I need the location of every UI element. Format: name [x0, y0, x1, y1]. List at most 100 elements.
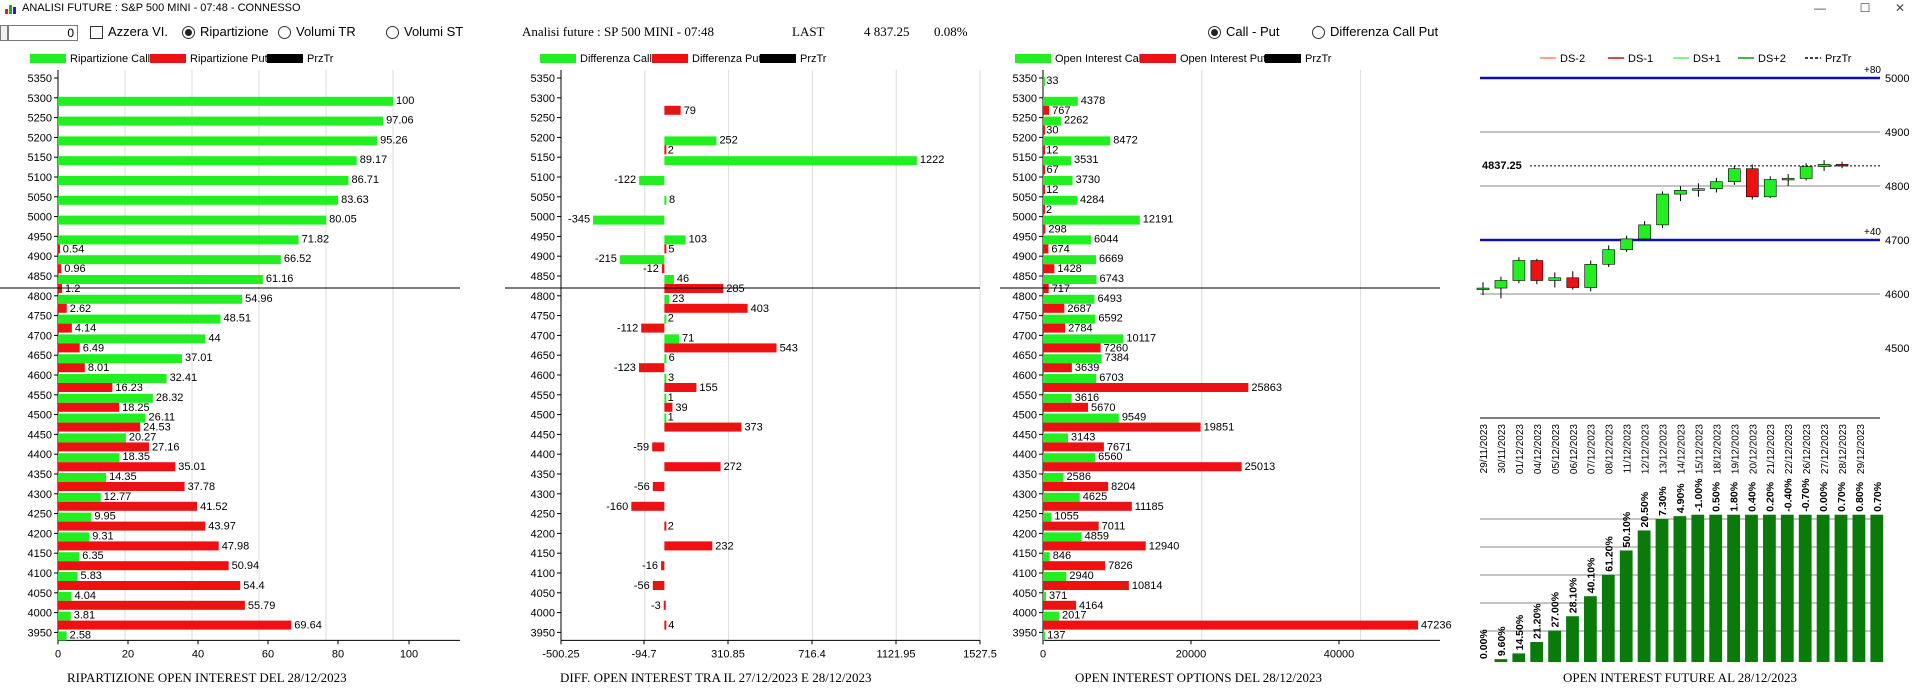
- strike-label: 4250: [531, 509, 555, 521]
- put-bar: [664, 343, 777, 353]
- radio-volumi-st[interactable]: [386, 26, 399, 39]
- strike-label: 4700: [531, 330, 555, 342]
- spinner-handle[interactable]: [0, 25, 8, 41]
- put-bar: [1043, 501, 1132, 511]
- oi-future-bar: [1619, 550, 1633, 662]
- strike-label: 5050: [531, 192, 555, 204]
- oi-future-bar: [1548, 630, 1561, 662]
- call-value-label: 5.83: [81, 570, 102, 582]
- call-value-label: 95.26: [380, 134, 408, 146]
- call-bar: [1043, 77, 1045, 86]
- call-bar: [664, 413, 667, 423]
- call-value-label: 10117: [1126, 332, 1156, 344]
- put-value-label: 8204: [1111, 481, 1135, 493]
- azzera-checkbox[interactable]: [90, 26, 103, 39]
- oi-future-label: 0.80%: [1854, 481, 1866, 511]
- strike-label: 4050: [531, 588, 555, 600]
- put-bar: [1043, 541, 1146, 551]
- call-value-label: 18.35: [122, 451, 150, 463]
- level-label-upper: +80: [1864, 65, 1881, 76]
- call-bar: [1043, 334, 1124, 344]
- caption-ripartizione: RIPARTIZIONE OPEN INTEREST DEL 28/12/202…: [67, 670, 347, 685]
- strike-label: 5100: [531, 172, 555, 184]
- call-value-label: 20.27: [129, 431, 157, 443]
- oi-future-bar: [1763, 514, 1776, 662]
- oi-future-label: 0.70%: [1872, 481, 1884, 511]
- oi-future-bar: [1566, 616, 1579, 662]
- azzera-label: Azzera VI.: [108, 24, 168, 39]
- maximize-button[interactable]: ☐: [1859, 1, 1871, 15]
- call-bar: [1043, 433, 1068, 443]
- put-value-label: 2.62: [70, 303, 91, 315]
- header-title: Analisi future : SP 500 MINI - 07:48: [522, 24, 714, 39]
- call-bar: [1043, 314, 1096, 324]
- put-value-label: 25863: [1251, 382, 1282, 394]
- call-bar: [58, 136, 378, 146]
- legend-swatch: [760, 54, 796, 63]
- close-button[interactable]: ✕: [1894, 1, 1906, 15]
- oi-future-bar: [1834, 514, 1848, 662]
- call-bar: [58, 156, 357, 166]
- call-value-label: 4859: [1085, 530, 1109, 542]
- candle-body: [1674, 190, 1687, 195]
- call-bar: [664, 275, 674, 284]
- put-bar: [661, 561, 665, 571]
- minimize-button[interactable]: —: [1814, 1, 1826, 15]
- strike-label: 4850: [28, 271, 52, 283]
- put-value-label: 27.16: [152, 441, 180, 453]
- put-value-label: 4.14: [75, 323, 96, 335]
- strike-label: 4750: [1013, 311, 1037, 323]
- candle-body: [1710, 181, 1723, 189]
- put-bar: [58, 541, 219, 551]
- numeric-input[interactable]: 0: [8, 25, 78, 41]
- strike-label: 5200: [1013, 132, 1037, 144]
- strike-label: 4550: [1013, 390, 1037, 402]
- put-bar: [58, 521, 206, 531]
- strike-label: 4100: [531, 568, 555, 580]
- call-bar: [1043, 176, 1073, 185]
- candle-body: [1512, 260, 1526, 281]
- call-value-label: 23: [672, 293, 684, 305]
- strike-label: 5100: [28, 172, 52, 184]
- put-value-label: 767: [1052, 105, 1070, 117]
- put-bar: [664, 105, 681, 115]
- strike-label: 4350: [28, 469, 52, 481]
- put-value-label: -112: [617, 323, 638, 335]
- candle-body: [1763, 179, 1777, 198]
- radio-call-put[interactable]: [1208, 26, 1221, 39]
- call-value-label: 846: [1053, 550, 1071, 562]
- radio-ripartizione[interactable]: [182, 26, 195, 39]
- strike-label: 4000: [1013, 608, 1037, 620]
- x-tick-label: 80: [332, 648, 344, 660]
- window-title: ANALISI FUTURE : S&P 500 MINI - 07:48 - …: [22, 2, 301, 14]
- put-bar: [1043, 581, 1129, 590]
- call-value-label: 86.71: [351, 174, 379, 186]
- strike-label: 4950: [1013, 231, 1037, 243]
- call-value-label: 48.51: [224, 313, 252, 325]
- date-label: 28/12/2023: [1838, 424, 1849, 474]
- call-bar: [1043, 255, 1096, 265]
- radio-diff-call-put[interactable]: [1312, 26, 1325, 39]
- strike-label: 5200: [531, 132, 555, 144]
- put-bar: [1043, 561, 1106, 571]
- oi-future-label: 1.80%: [1729, 481, 1741, 511]
- put-bar: [1043, 402, 1089, 412]
- put-bar: [1043, 303, 1065, 313]
- put-bar: [58, 581, 241, 590]
- put-value-label: 285: [726, 283, 744, 295]
- candle-body: [1584, 264, 1598, 288]
- strike-label: 5300: [531, 93, 555, 105]
- call-bar: [1043, 195, 1078, 205]
- call-bar: [664, 136, 717, 146]
- call-value-label: 6.35: [82, 550, 103, 562]
- put-value-label: 5: [668, 243, 674, 255]
- radio-volumi-tr[interactable]: [278, 26, 291, 39]
- call-bar: [1043, 96, 1078, 106]
- x-tick-label: 1121.95: [877, 648, 916, 660]
- call-value-label: 9.31: [92, 530, 113, 542]
- oi-future-label: -0.40%: [1782, 478, 1794, 512]
- put-bar: [638, 363, 665, 373]
- call-bar: [58, 532, 90, 542]
- put-value-label: 298: [1048, 224, 1066, 236]
- oi-future-bar: [1691, 514, 1705, 662]
